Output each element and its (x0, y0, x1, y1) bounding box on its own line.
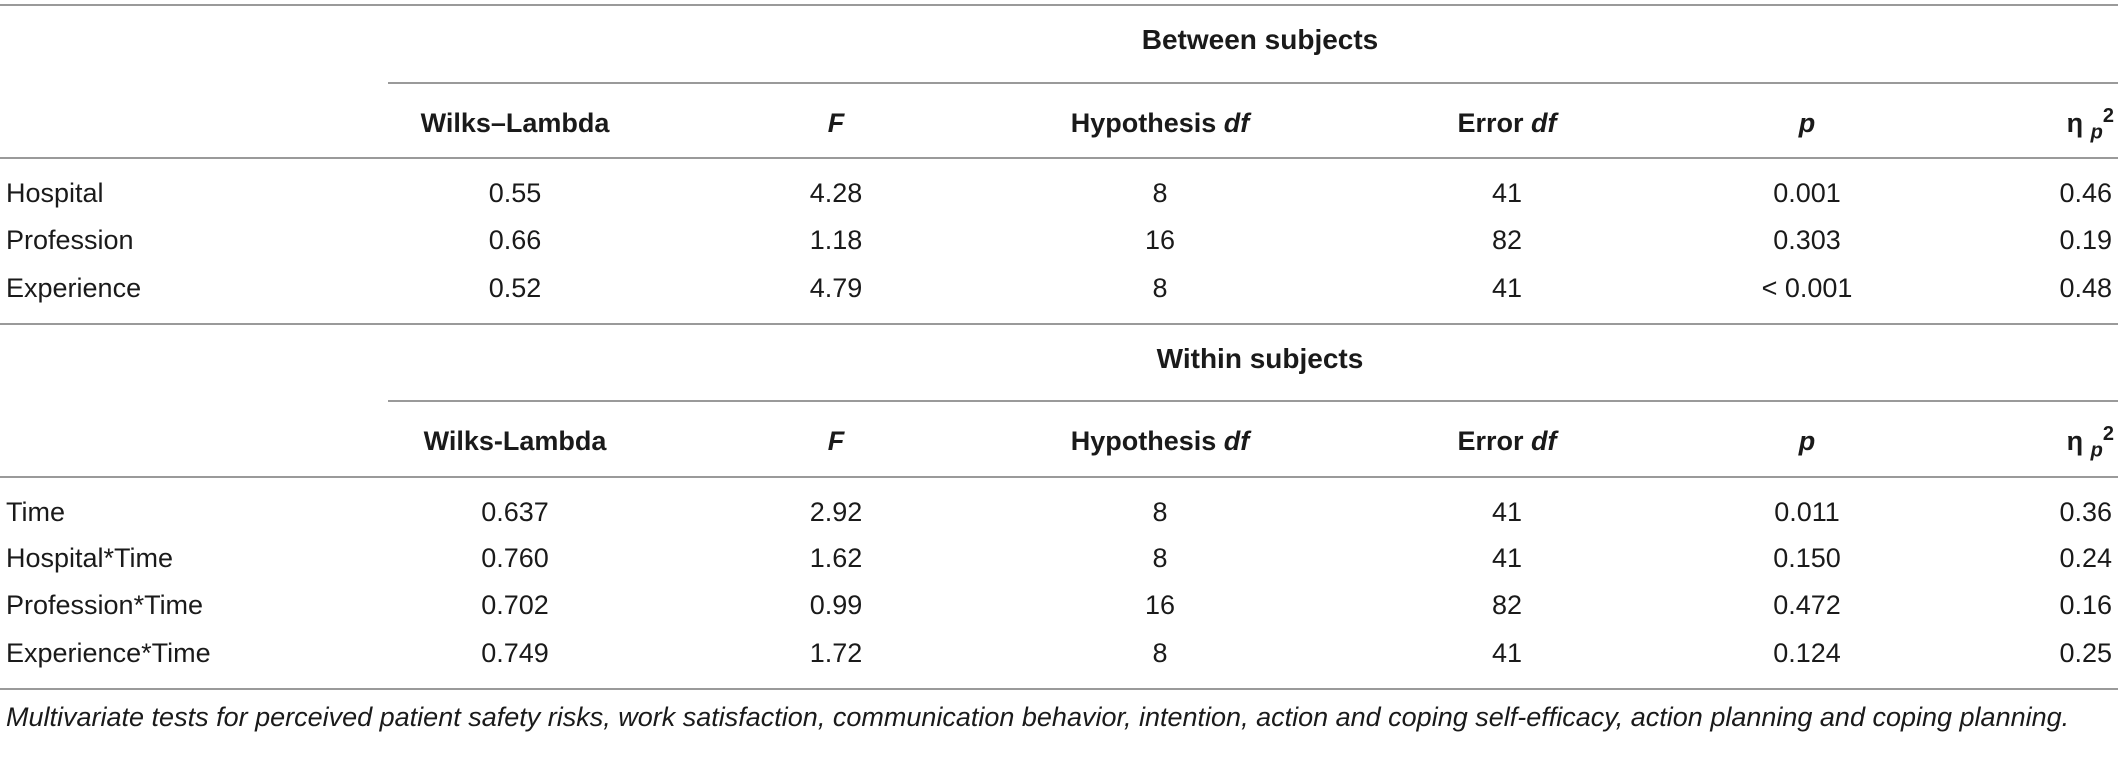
top-rule (0, 4, 2118, 6)
within-col-f: F (827, 426, 845, 456)
cell-error-df: 41 (1491, 178, 1523, 208)
cell-f: 4.79 (809, 273, 863, 303)
cell-hypothesis-df: 8 (1152, 543, 1168, 573)
within-columns-rule (0, 476, 2118, 478)
cell-wilks-lambda: 0.55 (488, 178, 542, 208)
cell-error-df: 82 (1491, 590, 1523, 620)
cell-hypothesis-df: 16 (1144, 225, 1176, 255)
cell-f: 1.18 (809, 225, 863, 255)
within-col-p: p (1798, 426, 1816, 456)
cell-hypothesis-df: 8 (1152, 638, 1168, 668)
cell-wilks-lambda: 0.749 (481, 638, 549, 668)
cell-error-df: 41 (1491, 638, 1523, 668)
cell-p: < 0.001 (1761, 273, 1853, 303)
cell-hypothesis-df: 8 (1152, 497, 1168, 527)
cell-wilks-lambda: 0.52 (488, 273, 542, 303)
within-col-hypothesis-df: Hypothesis df (1070, 426, 1250, 456)
between-col-f: F (827, 108, 845, 138)
cell-eta: 0.46 (2059, 178, 2112, 208)
cell-wilks-lambda: 0.702 (481, 590, 549, 620)
cell-f: 1.72 (809, 638, 863, 668)
bottom-rule (0, 688, 2118, 690)
cell-f: 2.92 (809, 497, 863, 527)
cell-f: 0.99 (809, 590, 863, 620)
cell-eta: 0.19 (2059, 225, 2112, 255)
cell-eta: 0.24 (2059, 543, 2112, 573)
between-header-rule (388, 82, 2118, 84)
between-col-p: p (1798, 108, 1816, 138)
between-columns-rule (0, 157, 2118, 159)
between-col-eta-p-squared: η p2 (2066, 105, 2114, 144)
cell-p: 0.150 (1773, 543, 1841, 573)
cell-wilks-lambda: 0.66 (488, 225, 542, 255)
row-label: Experience (6, 273, 142, 303)
cell-f: 1.62 (809, 543, 863, 573)
between-col-error-df: Error df (1457, 108, 1557, 138)
between-col-hypothesis-df: Hypothesis df (1070, 108, 1250, 138)
cell-error-df: 41 (1491, 273, 1523, 303)
within-col-error-df: Error df (1457, 426, 1557, 456)
cell-p: 0.001 (1773, 178, 1841, 208)
cell-error-df: 82 (1491, 225, 1523, 255)
within-col-wilks-lambda: Wilks-Lambda (423, 426, 607, 456)
cell-hypothesis-df: 8 (1152, 273, 1168, 303)
cell-eta: 0.25 (2059, 638, 2112, 668)
row-label: Profession*Time (6, 590, 204, 620)
cell-f: 4.28 (809, 178, 863, 208)
row-label: Experience*Time (6, 638, 211, 668)
within-subjects-title: Within subjects (1156, 343, 1364, 374)
within-header-rule (388, 400, 2118, 402)
cell-eta: 0.48 (2059, 273, 2112, 303)
cell-error-df: 41 (1491, 543, 1523, 573)
cell-hypothesis-df: 16 (1144, 590, 1176, 620)
row-label: Hospital*Time (6, 543, 174, 573)
cell-p: 0.472 (1773, 590, 1841, 620)
section-divider-rule (0, 323, 2118, 325)
table-footnote: Multivariate tests for perceived patient… (6, 702, 2070, 732)
between-subjects-title: Between subjects (1141, 24, 1379, 55)
row-label: Time (6, 497, 65, 527)
cell-wilks-lambda: 0.637 (481, 497, 549, 527)
cell-eta: 0.36 (2059, 497, 2112, 527)
within-col-eta-p-squared: η p2 (2066, 423, 2114, 462)
cell-p: 0.303 (1773, 225, 1841, 255)
cell-p: 0.011 (1774, 497, 1840, 527)
cell-hypothesis-df: 8 (1152, 178, 1168, 208)
row-label: Hospital (6, 178, 104, 208)
cell-p: 0.124 (1773, 638, 1841, 668)
cell-wilks-lambda: 0.760 (481, 543, 549, 573)
row-label: Profession (6, 225, 134, 255)
cell-eta: 0.16 (2059, 590, 2112, 620)
cell-error-df: 41 (1491, 497, 1523, 527)
between-col-wilks-lambda: Wilks–Lambda (420, 108, 610, 138)
